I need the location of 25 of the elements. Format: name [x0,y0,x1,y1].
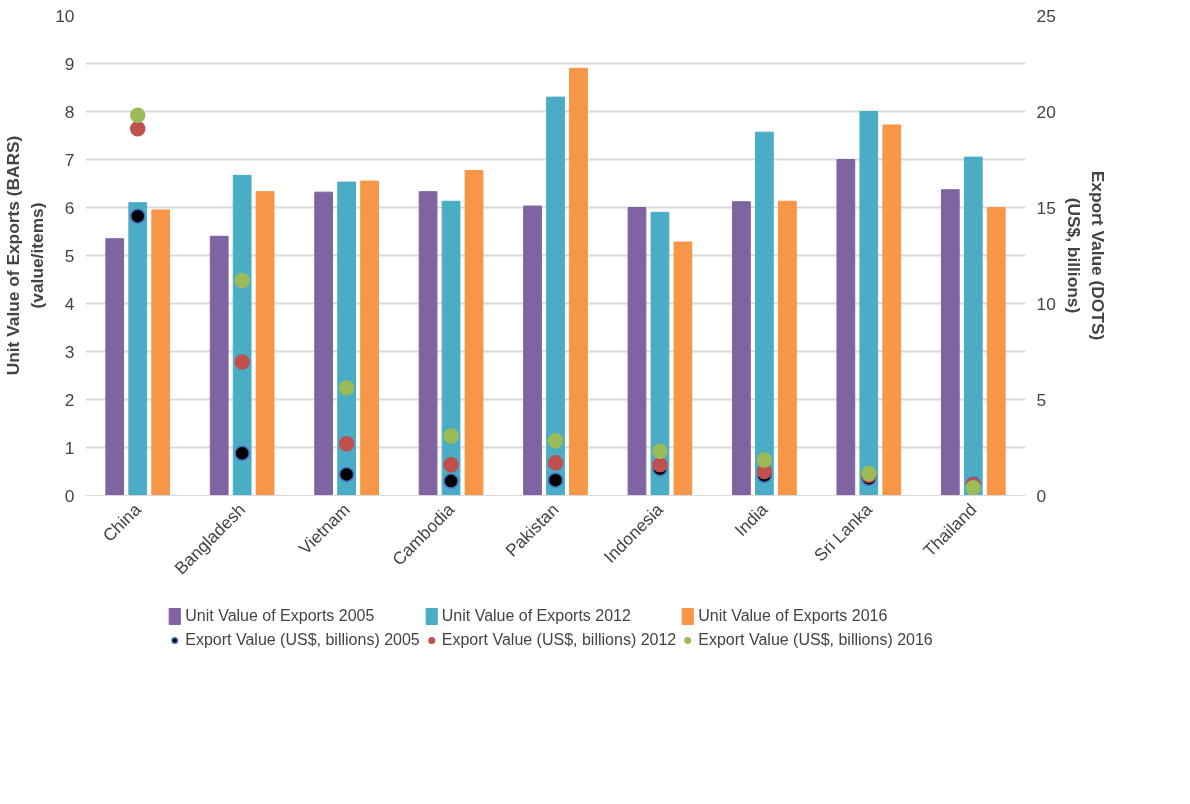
y-tick-label: 4 [64,293,75,314]
y-tick-label: 1 [64,437,75,458]
y-tick-label: 3 [64,341,75,362]
y2-axis-title: Export Value (DOTS) (US$, billions) [1063,170,1108,341]
y-tick-label: 7 [64,149,75,170]
y2-tick-label: 5 [1036,389,1047,410]
legend-label: Export Value (US$, billions) 2016 [698,631,933,649]
legend-label: Unit Value of Exports 2012 [441,607,631,625]
y2-tick-label: 25 [1036,5,1056,26]
y-tick-label: 0 [64,485,75,506]
legend-label: Unit Value of Exports 2005 [185,607,375,625]
y-tick-label: 5 [64,245,75,266]
y-tick-label: 10 [55,5,75,26]
y2-tick-label: 20 [1036,101,1056,122]
y2-tick-label: 0 [1036,485,1047,506]
y-tick-label: 2 [64,389,75,410]
y-axis-title: Unit Value of Exports (BARS) (value/items) [3,135,48,376]
y-tick-label: 8 [64,101,75,122]
y-tick-label: 6 [64,197,75,218]
y2-tick-label: 10 [1036,293,1056,314]
y2-tick-label: 15 [1036,197,1056,218]
legend-label: Export Value (US$, billions) 2012 [441,631,677,649]
legend-label: Unit Value of Exports 2016 [698,607,888,625]
y-tick-label: 9 [64,53,75,74]
legend-label: Export Value (US$, billions) 2005 [185,631,420,649]
